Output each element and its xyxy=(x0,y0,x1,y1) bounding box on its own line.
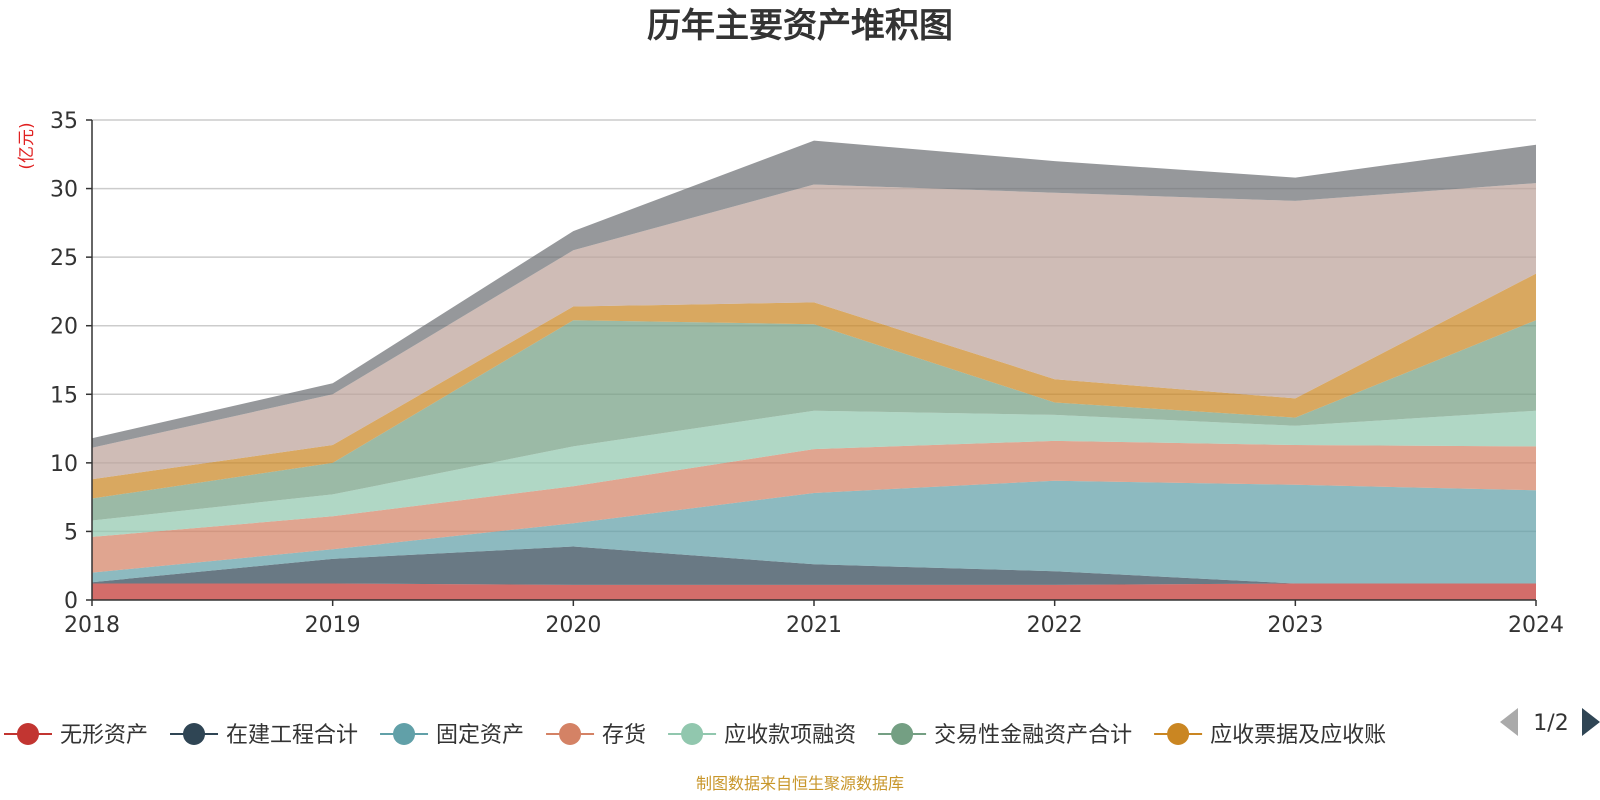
area-series-7 xyxy=(92,183,1536,480)
legend-label: 在建工程合计 xyxy=(226,723,358,748)
legend-marker xyxy=(393,723,416,745)
legend-item[interactable]: 在建工程合计 xyxy=(170,723,358,748)
legend: 无形资产 在建工程合计 固定资产 存货 应收款项融资 交易性金融资产合计 应收票据及应收账 xyxy=(4,723,1386,748)
legend-label: 固定资产 xyxy=(436,723,524,748)
chart-title: 历年主要资产堆积图 xyxy=(647,6,953,46)
legend-item[interactable]: 交易性金融资产合计 xyxy=(878,723,1132,748)
legend-item[interactable]: 无形资产 xyxy=(4,723,148,748)
y-tick-label: 15 xyxy=(50,383,78,408)
area-series-6 xyxy=(92,273,1536,499)
y-axis-unit-label: (亿元) xyxy=(17,122,37,169)
y-tick-label: 10 xyxy=(50,452,78,477)
axes: 0 5 10 15 20 25 30 35 2018 2019 2020 2021 2022 2023 20… xyxy=(50,109,1564,638)
x-tick-label: 2023 xyxy=(1267,613,1323,638)
y-tick-label: 0 xyxy=(64,589,78,614)
legend-item[interactable]: 存货 xyxy=(546,723,646,748)
y-tick-label: 35 xyxy=(50,109,78,134)
area-series-8 xyxy=(92,140,1536,448)
legend-label: 无形资产 xyxy=(60,723,148,748)
legend-label: 应收款项融资 xyxy=(724,723,856,748)
y-tick-label: 25 xyxy=(50,246,78,271)
y-tick-label: 20 xyxy=(50,315,78,340)
area-series-1 xyxy=(92,546,1536,585)
legend-marker xyxy=(559,723,582,745)
x-tick-label: 2019 xyxy=(305,613,361,638)
legend-label: 交易性金融资产合计 xyxy=(934,723,1132,748)
x-tick-label: 2021 xyxy=(786,613,842,638)
legend-label: 应收票据及应收账 xyxy=(1210,723,1386,748)
legend-next-page-arrow[interactable] xyxy=(1582,708,1600,736)
legend-marker xyxy=(1167,723,1190,745)
legend-label: 存货 xyxy=(602,723,646,748)
legend-item[interactable]: 应收票据及应收账 xyxy=(1154,723,1386,748)
area-series-0 xyxy=(92,583,1536,600)
legend-marker xyxy=(183,723,206,745)
legend-marker xyxy=(17,723,39,745)
y-tick-label: 30 xyxy=(50,178,78,203)
legend-marker xyxy=(891,723,914,745)
area-series xyxy=(92,140,1536,600)
legend-page-indicator: 1/2 xyxy=(1533,711,1568,736)
source-note: 制图数据来自恒生聚源数据库 xyxy=(696,774,904,793)
y-tick-label: 5 xyxy=(64,520,78,545)
x-tick-label: 2018 xyxy=(64,613,120,638)
legend-pager: 1/2 xyxy=(1500,708,1600,736)
x-tick-label: 2022 xyxy=(1027,613,1083,638)
legend-prev-page-arrow[interactable] xyxy=(1500,708,1518,736)
area-series-2 xyxy=(92,480,1536,584)
legend-item[interactable]: 固定资产 xyxy=(380,723,524,748)
x-tick-label: 2020 xyxy=(545,613,601,638)
legend-marker xyxy=(681,723,704,745)
area-series-3 xyxy=(92,440,1536,573)
area-series-5 xyxy=(92,320,1536,521)
legend-item[interactable]: 应收款项融资 xyxy=(668,723,856,748)
area-series-4 xyxy=(92,410,1536,537)
x-tick-label: 2024 xyxy=(1508,613,1564,638)
